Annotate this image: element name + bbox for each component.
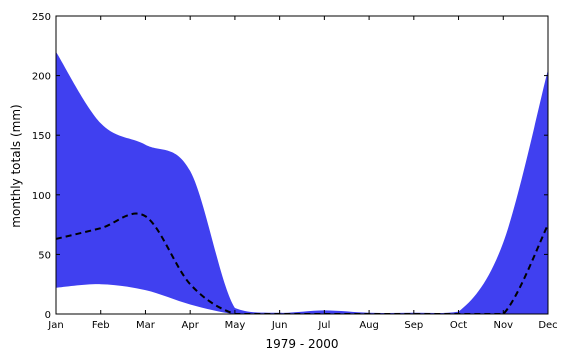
x-tick-label: Nov [494, 320, 514, 331]
range-band [56, 51, 548, 314]
y-tick-label: 250 [32, 12, 51, 23]
x-tick-label: Jul [317, 320, 330, 331]
plot-area [55, 15, 549, 315]
x-tick-label: Dec [538, 320, 557, 331]
x-tick-label: May [225, 320, 246, 331]
x-tick-label: Feb [92, 320, 110, 331]
x-tick-label: Oct [450, 320, 467, 331]
mean-line [56, 212, 548, 314]
y-tick-label: 200 [32, 72, 51, 83]
tick-labels: Jan Feb Mar Apr May Jun Jul Aug Sep Oct Nov Dec 0 50 1… [32, 12, 558, 331]
x-tick-label: Mar [136, 320, 156, 331]
x-tick-label: Apr [182, 320, 200, 331]
x-tick-label: Aug [359, 320, 379, 331]
axis-ticks [55, 15, 549, 315]
y-tick-label: 50 [38, 250, 51, 261]
x-axis-label: 1979 - 2000 [265, 337, 338, 351]
axes-frame [55, 15, 549, 315]
y-tick-label: 0 [45, 310, 51, 321]
y-tick-label: 100 [32, 191, 51, 202]
y-axis-label: monthly totals (mm) [9, 104, 23, 227]
x-tick-label: Jun [271, 320, 288, 331]
x-tick-label: Jan [47, 320, 63, 331]
x-tick-label: Sep [404, 320, 423, 331]
y-tick-label: 150 [32, 131, 51, 142]
